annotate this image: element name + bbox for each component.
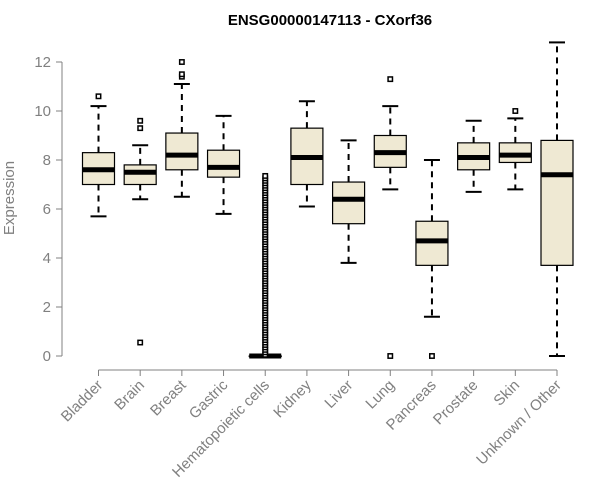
box-brain xyxy=(123,117,157,346)
box-body xyxy=(165,132,199,171)
box-kidney xyxy=(290,100,324,208)
x-tick-label: Breast xyxy=(147,376,190,419)
outlier-point xyxy=(262,172,269,179)
box-hematopoietic-cells xyxy=(248,172,282,359)
y-tick-label: 10 xyxy=(34,103,51,120)
box-gastric xyxy=(206,114,241,215)
outlier-point xyxy=(137,117,144,124)
box-series xyxy=(81,41,574,359)
outlier-point xyxy=(178,59,185,65)
outlier-point xyxy=(178,71,185,78)
outlier-point xyxy=(137,339,144,346)
box-body xyxy=(331,181,366,225)
box-body xyxy=(206,149,241,178)
outlier-point xyxy=(429,353,435,359)
x-tick-label: Brain xyxy=(111,377,148,414)
y-axis-label: Expression xyxy=(1,161,18,235)
outlier-point xyxy=(387,353,394,359)
y-tick-label: 0 xyxy=(43,348,51,365)
x-tick-label: Kidney xyxy=(270,376,315,421)
box-breast xyxy=(165,59,199,198)
chart-title: ENSG00000147113 - CXorf36 xyxy=(228,12,432,29)
box-skin xyxy=(498,108,532,191)
outlier-point xyxy=(95,93,102,100)
box-pancreas xyxy=(415,159,449,359)
box-body xyxy=(540,139,574,266)
x-tick-label: Skin xyxy=(490,377,523,410)
y-tick-label: 8 xyxy=(43,152,51,169)
y-tick-label: 6 xyxy=(43,201,51,218)
outlier-point xyxy=(387,76,394,83)
y-axis: 0 2 4 6 8 10 12 xyxy=(34,54,63,365)
box-unknown-other xyxy=(540,41,574,357)
y-tick-label: 2 xyxy=(43,299,51,316)
box-liver xyxy=(331,139,366,264)
x-tick-label: Liver xyxy=(321,377,356,412)
box-prostate xyxy=(457,119,491,193)
box-bladder xyxy=(81,93,116,218)
outlier-point xyxy=(137,125,144,132)
y-tick-label: 4 xyxy=(43,250,51,267)
outlier-point xyxy=(512,108,519,114)
x-tick-label: Bladder xyxy=(58,377,107,426)
y-tick-label: 12 xyxy=(34,54,51,71)
x-tick-label: Prostate xyxy=(430,377,482,429)
box-lung xyxy=(373,76,407,359)
x-tick-label: Lung xyxy=(362,377,398,413)
